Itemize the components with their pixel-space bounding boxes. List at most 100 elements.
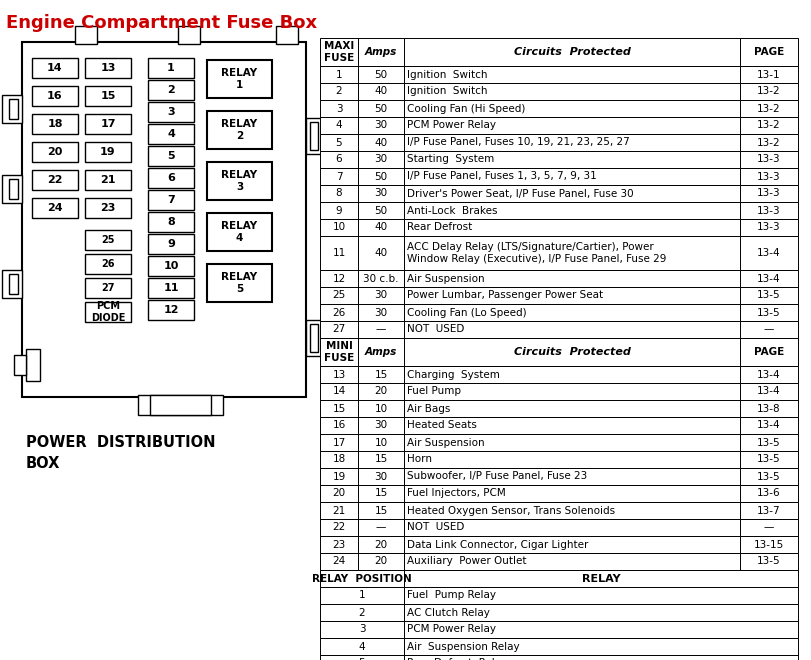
Bar xyxy=(739,519,797,536)
Bar xyxy=(404,185,739,202)
Text: 13-2: 13-2 xyxy=(756,137,780,147)
Text: Fuel  Pump Relay: Fuel Pump Relay xyxy=(406,591,496,601)
Bar xyxy=(739,321,797,338)
Bar xyxy=(320,66,358,83)
Bar xyxy=(404,100,739,117)
Bar xyxy=(320,519,358,536)
Text: 5: 5 xyxy=(335,137,342,147)
Text: 17: 17 xyxy=(100,119,116,129)
Text: 15: 15 xyxy=(374,488,387,498)
Bar xyxy=(320,38,358,66)
Bar xyxy=(358,553,404,570)
Text: Amps: Amps xyxy=(364,47,397,57)
Text: Rear Defrost: Rear Defrost xyxy=(406,222,472,232)
Bar xyxy=(739,400,797,417)
Bar xyxy=(358,185,404,202)
Bar xyxy=(404,83,739,100)
Bar xyxy=(2,95,22,123)
Text: 13-5: 13-5 xyxy=(756,308,780,317)
Text: ACC Delay Relay (LTS/Signature/Cartier), Power
Window Relay (Executive), I/P Fus: ACC Delay Relay (LTS/Signature/Cartier),… xyxy=(406,242,666,264)
Bar xyxy=(320,570,404,587)
Text: 13-2: 13-2 xyxy=(756,121,780,131)
Text: 13: 13 xyxy=(332,370,345,379)
Bar xyxy=(85,86,131,106)
Text: 12: 12 xyxy=(332,273,345,284)
Bar xyxy=(148,58,194,78)
Bar xyxy=(404,134,739,151)
Bar xyxy=(320,185,358,202)
Text: 50: 50 xyxy=(374,172,387,182)
Text: PCM Power Relay: PCM Power Relay xyxy=(406,624,496,634)
Text: 18: 18 xyxy=(332,455,345,465)
Bar xyxy=(358,100,404,117)
Bar xyxy=(320,621,404,638)
Text: 13-1: 13-1 xyxy=(756,69,780,79)
Text: 13: 13 xyxy=(101,63,115,73)
Bar xyxy=(404,485,739,502)
Text: 5: 5 xyxy=(167,151,174,161)
Text: 9: 9 xyxy=(335,205,342,216)
Bar xyxy=(320,117,358,134)
Text: 4: 4 xyxy=(167,129,174,139)
Bar xyxy=(85,198,131,218)
Bar xyxy=(148,278,194,298)
Bar xyxy=(320,587,404,604)
Bar xyxy=(320,202,358,219)
Bar xyxy=(404,304,739,321)
Text: RELAY  POSITION: RELAY POSITION xyxy=(311,574,411,583)
Bar xyxy=(739,434,797,451)
Text: RELAY
2: RELAY 2 xyxy=(221,119,257,141)
Text: NOT  USED: NOT USED xyxy=(406,325,464,335)
Text: 1: 1 xyxy=(358,591,365,601)
Text: Charging  System: Charging System xyxy=(406,370,500,379)
Bar xyxy=(404,338,739,366)
Bar xyxy=(404,366,739,383)
Text: 15: 15 xyxy=(374,506,387,515)
Text: Ignition  Switch: Ignition Switch xyxy=(406,86,487,96)
Bar xyxy=(207,162,272,200)
Bar xyxy=(404,434,739,451)
Text: 24: 24 xyxy=(332,556,345,566)
Bar xyxy=(310,324,318,352)
Bar xyxy=(310,122,318,150)
Bar xyxy=(739,304,797,321)
Text: 13-7: 13-7 xyxy=(756,506,780,515)
Text: POWER  DISTRIBUTION
BOX: POWER DISTRIBUTION BOX xyxy=(26,435,215,471)
Bar xyxy=(320,219,358,236)
Text: 13-5: 13-5 xyxy=(756,438,780,447)
Bar xyxy=(358,219,404,236)
Text: Air  Suspension Relay: Air Suspension Relay xyxy=(406,642,519,651)
Bar xyxy=(404,587,797,604)
Bar xyxy=(14,355,26,375)
Bar xyxy=(9,274,18,294)
Text: 20: 20 xyxy=(47,147,62,157)
Bar xyxy=(320,434,358,451)
Text: 5: 5 xyxy=(358,659,365,660)
Bar xyxy=(150,395,211,415)
Text: AC Clutch Relay: AC Clutch Relay xyxy=(406,607,489,618)
Text: Cooling Fan (Hi Speed): Cooling Fan (Hi Speed) xyxy=(406,104,525,114)
Text: 11: 11 xyxy=(163,283,178,293)
Text: RELAY
1: RELAY 1 xyxy=(221,68,257,90)
Text: 12: 12 xyxy=(163,305,178,315)
Text: PCM
DIODE: PCM DIODE xyxy=(91,301,125,323)
Text: 26: 26 xyxy=(101,259,114,269)
Bar xyxy=(320,270,358,287)
Bar xyxy=(148,300,194,320)
Bar xyxy=(739,468,797,485)
Bar xyxy=(9,179,18,199)
Bar xyxy=(739,151,797,168)
Bar xyxy=(358,321,404,338)
Text: 10: 10 xyxy=(374,403,387,414)
Bar xyxy=(358,383,404,400)
Text: PAGE: PAGE xyxy=(753,47,783,57)
Bar xyxy=(320,151,358,168)
Text: Auxiliary  Power Outlet: Auxiliary Power Outlet xyxy=(406,556,526,566)
Bar xyxy=(320,304,358,321)
Text: Anti-Lock  Brakes: Anti-Lock Brakes xyxy=(406,205,497,216)
Bar xyxy=(358,38,404,66)
Text: RELAY
3: RELAY 3 xyxy=(221,170,257,192)
Text: 21: 21 xyxy=(100,175,116,185)
Text: 50: 50 xyxy=(374,205,387,216)
Text: 30: 30 xyxy=(374,154,387,164)
